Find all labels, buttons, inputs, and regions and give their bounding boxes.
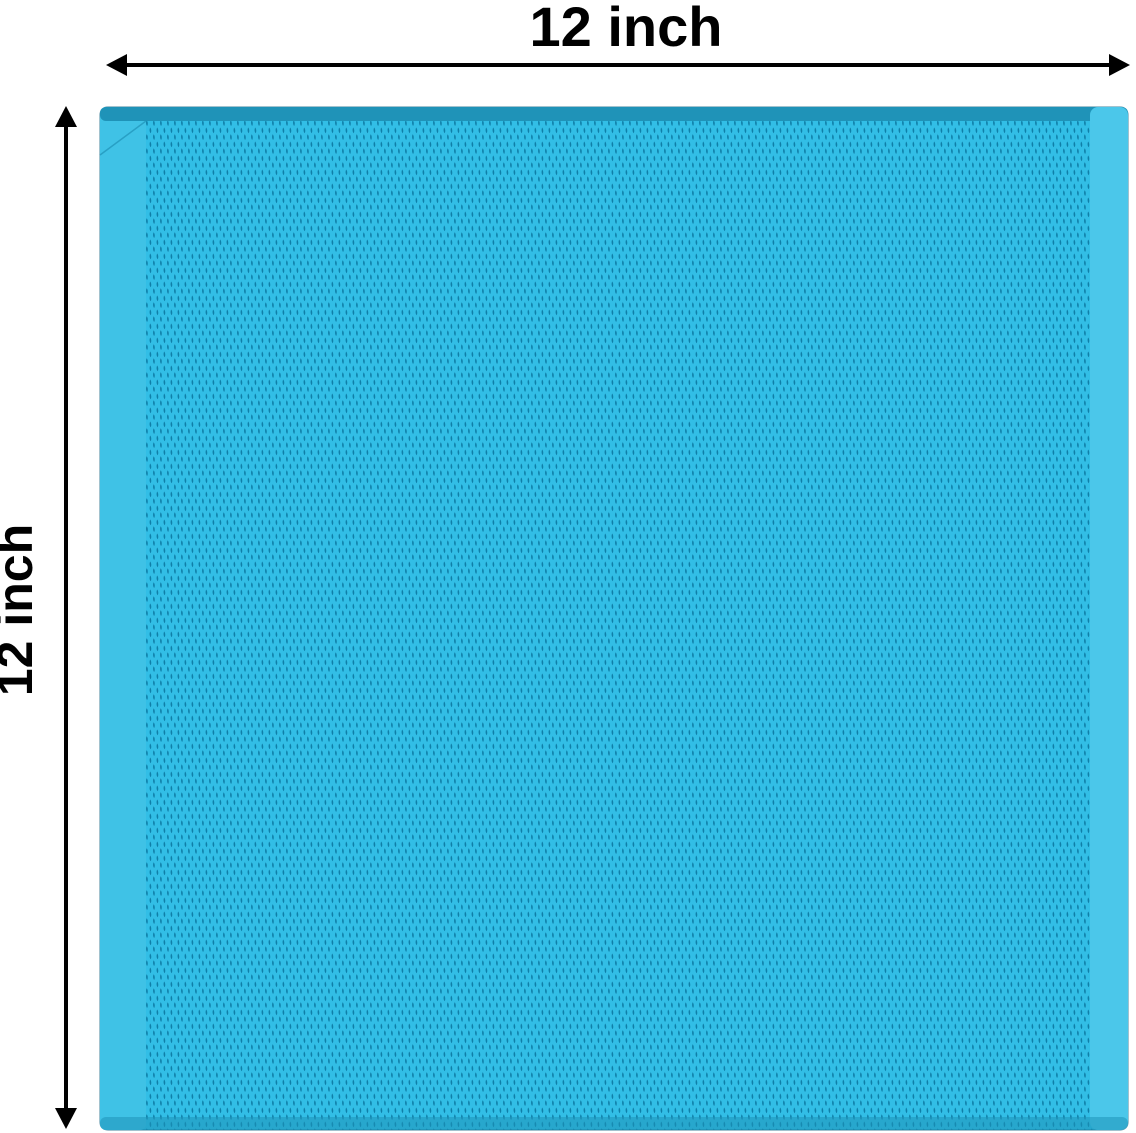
svg-text:12 inch: 12 inch (0, 524, 43, 696)
svg-text:12 inch: 12 inch (530, 0, 723, 58)
